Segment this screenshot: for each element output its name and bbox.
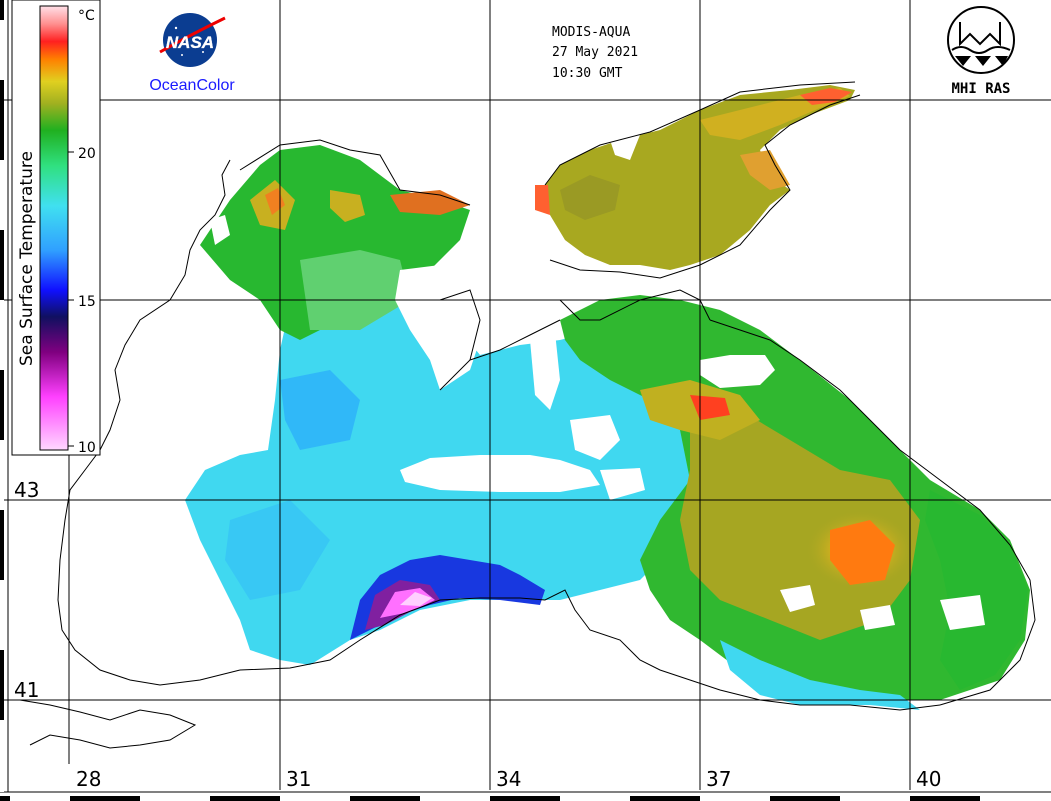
- time-label: 10:30 GMT: [552, 66, 623, 81]
- header: MODIS-AQUA 27 May 2021 10:30 GMT: [552, 25, 638, 81]
- colorbar-tick-15: 15: [78, 294, 96, 310]
- sst-field: [185, 85, 1030, 710]
- nasa-wordmark: NASA: [166, 33, 214, 52]
- oceancolor-label: OceanColor: [149, 77, 235, 94]
- lon-label-31: 31: [286, 767, 311, 791]
- date-label: 27 May 2021: [552, 45, 638, 60]
- colorbar-unit: °C: [78, 8, 95, 24]
- colorbar-title: Sea Surface Temperature: [17, 151, 37, 366]
- sensor-label: MODIS-AQUA: [552, 25, 630, 40]
- lat-label-43: 43: [14, 478, 39, 502]
- lon-label-40: 40: [916, 767, 941, 791]
- colorbar: °C 20 15 10 Sea Surface Temperature: [11, 0, 101, 456]
- mhi-ras-logo: MHI RAS: [947, 6, 1015, 97]
- lon-label-28: 28: [76, 767, 101, 791]
- mhi-ras-label: MHI RAS: [951, 81, 1010, 97]
- cloud-mask: [210, 135, 985, 630]
- lat-label-41: 41: [14, 678, 39, 702]
- axis-labels: 28 31 34 37 40 43 41: [14, 478, 941, 791]
- colorbar-tick-20: 20: [78, 146, 96, 162]
- nasa-logo: NASA OceanColor: [149, 13, 235, 94]
- colorbar-tick-10: 10: [78, 440, 96, 456]
- lon-label-34: 34: [496, 767, 521, 791]
- lon-label-37: 37: [706, 767, 731, 791]
